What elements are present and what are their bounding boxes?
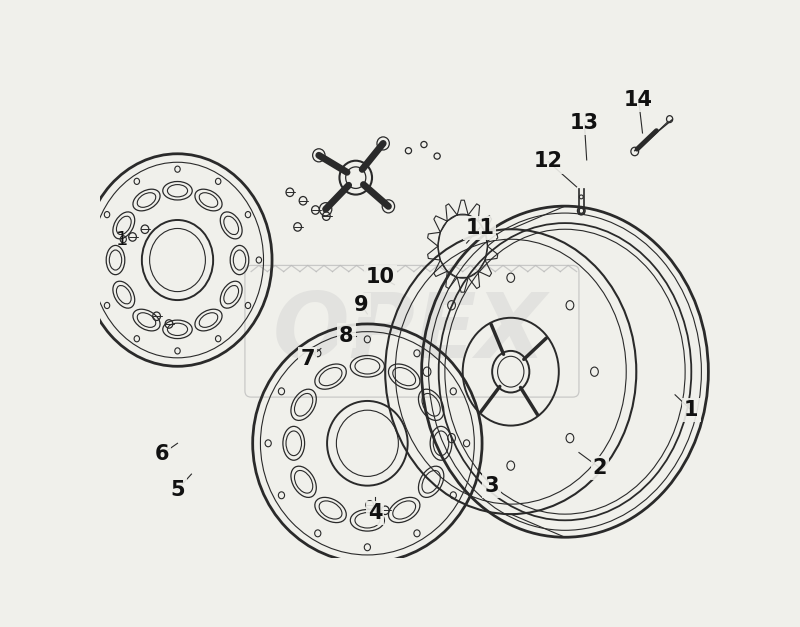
Text: 10: 10 bbox=[366, 267, 395, 287]
Text: 14: 14 bbox=[624, 90, 653, 110]
Text: 11: 11 bbox=[466, 218, 494, 238]
Text: 7: 7 bbox=[301, 349, 315, 369]
Text: 5: 5 bbox=[170, 480, 185, 500]
Text: 1: 1 bbox=[115, 229, 128, 249]
Text: 13: 13 bbox=[570, 113, 599, 133]
Text: 9: 9 bbox=[354, 295, 369, 315]
Text: 2: 2 bbox=[593, 458, 607, 478]
Text: OPEX: OPEX bbox=[273, 289, 547, 377]
Text: 3: 3 bbox=[484, 476, 498, 496]
Text: 12: 12 bbox=[534, 152, 562, 171]
Text: 1: 1 bbox=[684, 400, 698, 420]
Text: 8: 8 bbox=[339, 325, 354, 345]
Text: 4: 4 bbox=[368, 503, 382, 522]
Text: 6: 6 bbox=[154, 444, 170, 464]
